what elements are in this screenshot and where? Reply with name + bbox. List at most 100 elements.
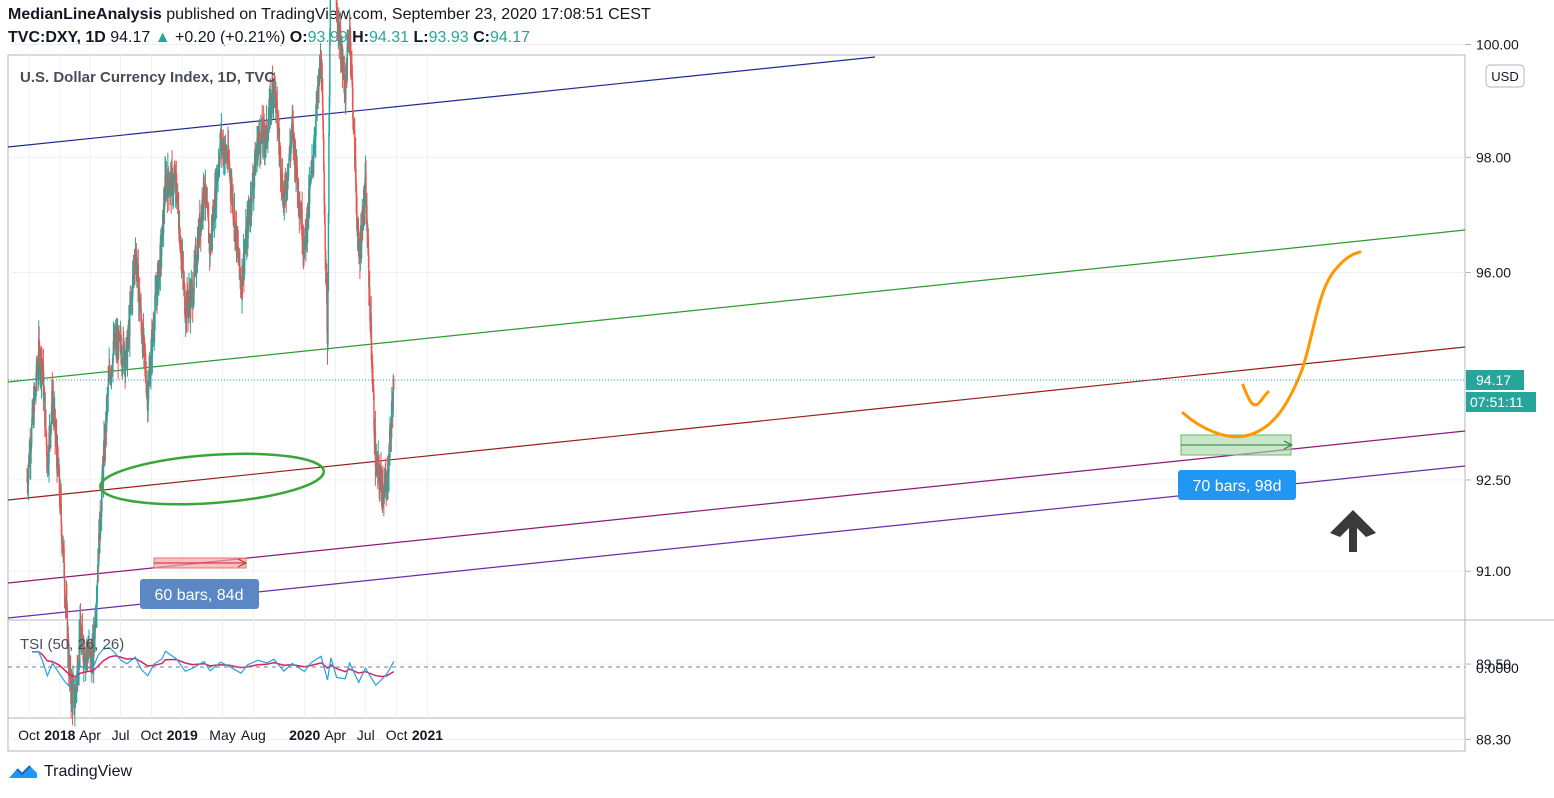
candle-body	[176, 191, 178, 205]
candle-body	[280, 175, 282, 182]
currency-badge[interactable]	[1485, 64, 1525, 88]
candle-body	[164, 174, 166, 204]
candle-body	[172, 180, 175, 192]
candle-body	[30, 444, 32, 453]
time-label: Apr	[79, 727, 101, 743]
candle-body	[147, 380, 150, 400]
candle-body	[275, 93, 278, 97]
candle-body	[374, 430, 377, 468]
time-label: Oct	[141, 727, 163, 743]
candle-body	[43, 388, 46, 393]
candle-body	[219, 145, 221, 163]
candle-body	[49, 427, 51, 434]
candle-body	[167, 168, 170, 183]
candle-body	[246, 227, 248, 249]
trendline-red	[7, 346, 1466, 501]
low-value: 93.93	[428, 29, 469, 46]
candle-body	[177, 209, 180, 229]
candle-body	[72, 685, 74, 705]
publish-text: published on TradingView.com, September …	[166, 6, 651, 23]
time-label: Oct	[18, 727, 40, 743]
candle-body	[102, 453, 105, 482]
price-tick-label: 88.30	[1476, 731, 1511, 747]
candle-body	[45, 410, 47, 431]
candle-body	[339, 29, 342, 63]
trendline-blue	[7, 56, 876, 148]
last-price-text: 94.17	[1476, 372, 1511, 388]
time-label: 2020	[289, 727, 320, 743]
price-tick-label: 91.00	[1476, 563, 1511, 579]
candle-body	[69, 667, 72, 692]
candle-body	[313, 154, 315, 158]
grid	[8, 44, 1465, 740]
countdown-text: 07:51:11	[1470, 394, 1524, 410]
trendlines	[7, 56, 1466, 619]
candle-body	[30, 423, 33, 445]
candle-body	[328, 96, 331, 133]
tsi-indicator	[32, 647, 395, 688]
up-arrow-icon	[1330, 510, 1376, 552]
candle-body	[322, 94, 324, 120]
time-label: Jul	[357, 727, 375, 743]
candle-body	[76, 675, 78, 691]
change-value: +0.20 (+0.21%)	[175, 29, 286, 46]
footer-brand[interactable]: TradingView	[8, 763, 132, 781]
candle-body	[323, 171, 325, 205]
candle-body	[364, 177, 366, 196]
time-label: Apr	[324, 727, 346, 743]
candle-body	[351, 75, 354, 89]
candle-body	[205, 184, 207, 199]
candle-body	[83, 646, 85, 663]
candle-body	[279, 149, 282, 176]
candle-body	[301, 209, 303, 242]
candle-body	[328, 132, 330, 215]
candle-body	[367, 237, 370, 256]
candle-body	[362, 213, 364, 229]
price-candles	[26, 0, 395, 727]
candle-body	[345, 65, 347, 74]
candle-body	[55, 436, 58, 454]
currency-label: USD	[1491, 69, 1518, 84]
candle-body	[354, 129, 356, 167]
candle-body	[201, 199, 204, 212]
candle-body	[123, 338, 125, 344]
range-arrow-left-icon	[154, 558, 248, 568]
candle-body	[224, 143, 227, 150]
candle-body	[61, 524, 63, 544]
low-label: L:	[413, 29, 429, 46]
candle-body	[57, 448, 59, 465]
candle-body	[124, 357, 127, 370]
publish-info: MedianLineAnalysis published on TradingV…	[8, 6, 651, 24]
candle-body	[294, 149, 297, 177]
candle-body	[151, 328, 154, 358]
range-label-left	[140, 579, 259, 609]
author-name[interactable]: MedianLineAnalysis	[8, 6, 162, 23]
tsi-label: TSI (50, 26, 26)	[20, 636, 124, 653]
candle-body	[80, 638, 83, 649]
projection-path-small[interactable]	[1241, 383, 1270, 407]
candle-body	[215, 175, 218, 201]
candle-body	[143, 337, 146, 346]
candle-body	[154, 292, 156, 312]
price-ticks: 102.00100.0098.0096.0092.5091.0089.5088.…	[1465, 37, 1519, 747]
candle-body	[287, 163, 290, 178]
candle-body	[346, 45, 348, 82]
candle-body	[297, 180, 300, 202]
candle-body	[329, 30, 331, 97]
candle-body	[267, 125, 270, 140]
open-label: O:	[289, 29, 308, 46]
candle-body	[161, 246, 163, 257]
last-price-tag	[1466, 370, 1524, 390]
projection-path[interactable]	[1181, 250, 1362, 439]
candle-body	[251, 182, 253, 210]
symbol-name: TVC:DXY, 1D	[8, 29, 106, 46]
candle-body	[107, 378, 110, 384]
chart-canvas[interactable]: 102.00100.0098.0096.0092.5091.0089.5088.…	[0, 0, 1554, 760]
candle-body	[387, 481, 389, 489]
candle-body	[34, 389, 36, 396]
candle-body	[308, 185, 311, 205]
candle-body	[150, 348, 152, 370]
ellipse-annotation[interactable]	[99, 447, 326, 511]
up-arrow-icon: ▲	[154, 29, 171, 46]
high-value: 94.31	[368, 29, 410, 46]
